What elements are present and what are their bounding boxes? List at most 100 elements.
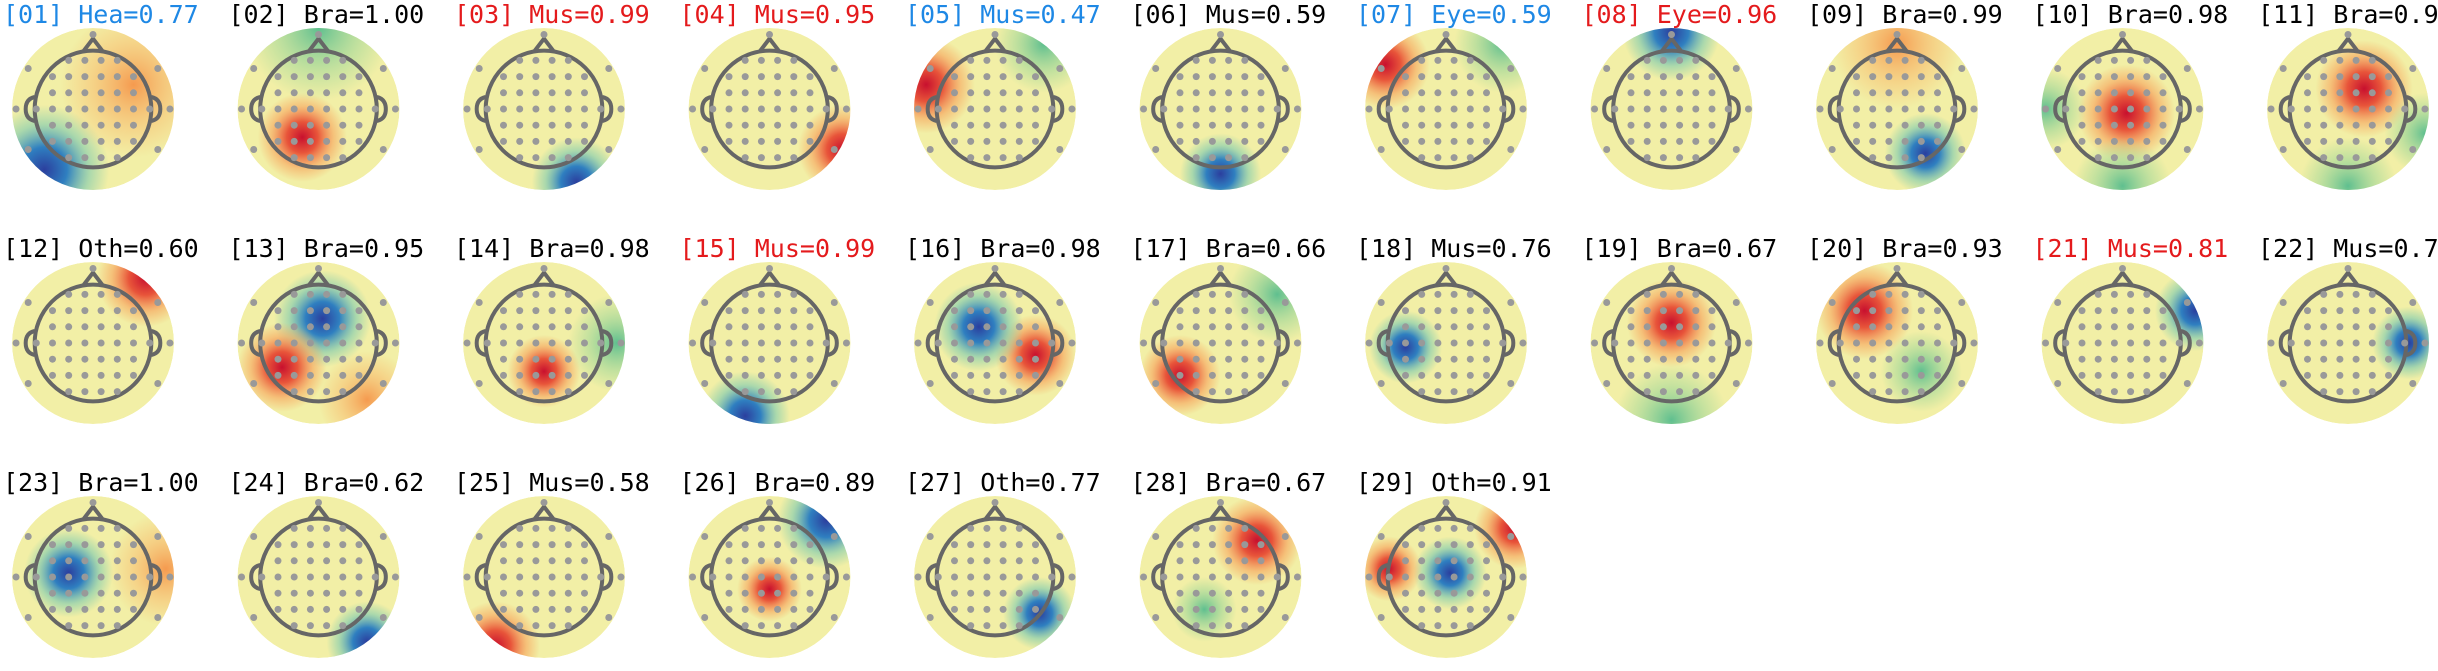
electrode: [1692, 73, 1700, 81]
electrode: [306, 121, 314, 129]
electrode: [290, 388, 298, 396]
electrode: [1627, 89, 1635, 97]
electrode: [1434, 307, 1442, 315]
topomap: [11] Bra=0.99: [2258, 0, 2438, 190]
electrode: [1483, 355, 1490, 363]
electrode: [830, 533, 838, 540]
electrode: [2336, 290, 2344, 298]
electrode: [49, 89, 56, 97]
electrode: [2320, 307, 2328, 315]
electrode: [999, 89, 1007, 97]
electrode: [790, 137, 798, 145]
electrode: [983, 339, 991, 347]
electrode: [701, 533, 709, 540]
electrode: [790, 105, 798, 113]
ear-right: [1278, 563, 1290, 591]
electrode: [130, 105, 137, 113]
electrode: [1643, 137, 1651, 145]
electrode: [2368, 105, 2376, 113]
electrode: [97, 137, 105, 145]
electrode: [1015, 339, 1023, 347]
electrode: [983, 307, 991, 315]
electrode: [983, 73, 991, 81]
electrode: [1643, 121, 1651, 129]
electrode: [65, 89, 73, 97]
ear-left: [474, 329, 487, 357]
electrode: [323, 622, 331, 630]
electrode: [1483, 605, 1490, 613]
electrode: [1402, 541, 1409, 549]
electrode: [548, 573, 556, 581]
electrode: [1659, 290, 1667, 298]
electrode: [323, 557, 331, 565]
electrode: [774, 573, 782, 581]
electrode: [1853, 105, 1860, 113]
electrode: [323, 121, 331, 129]
electrode: [725, 355, 733, 363]
electrode: [113, 355, 121, 363]
electrode: [1176, 323, 1184, 331]
electrode: [581, 371, 588, 379]
electrode: [12, 339, 20, 347]
ear-left: [474, 563, 487, 591]
electrode: [306, 105, 314, 113]
electrode: [371, 105, 379, 113]
electrode: [967, 573, 975, 581]
electrode: [1816, 105, 1824, 113]
electrode: [1708, 105, 1716, 113]
electrode: [1692, 137, 1700, 145]
electrode: [790, 605, 798, 613]
electrode: [914, 105, 922, 113]
electrode: [2078, 307, 2086, 315]
electrode: [2279, 380, 2287, 387]
electrode: [2352, 355, 2360, 363]
electrode: [2119, 30, 2126, 38]
electrode: [581, 355, 588, 363]
electrode: [1466, 73, 1474, 81]
electrode: [2054, 299, 2062, 306]
electrode: [1934, 105, 1941, 113]
electrode: [1208, 388, 1216, 396]
electrode: [1466, 290, 1474, 298]
electrode: [774, 323, 782, 331]
electrode: [1483, 339, 1490, 347]
electrode: [1160, 339, 1168, 347]
electrode: [306, 307, 314, 315]
electrode: [113, 154, 121, 162]
electrode: [1668, 30, 1675, 38]
electrode: [951, 137, 958, 145]
electrode: [757, 137, 765, 145]
map-blob: [1365, 28, 1430, 109]
electrode: [967, 622, 975, 630]
electrode: [790, 622, 798, 630]
electrode: [2336, 388, 2344, 396]
electrode: [1176, 339, 1184, 347]
electrode: [1643, 307, 1651, 315]
nose: [1659, 35, 1684, 53]
map-blob: [777, 496, 851, 569]
electrode: [315, 264, 322, 272]
electrode: [1950, 105, 1958, 113]
electrode: [2401, 105, 2409, 113]
electrode: [999, 154, 1007, 162]
electrode: [1241, 307, 1249, 315]
electrode: [532, 371, 540, 379]
electrode: [2127, 355, 2135, 363]
ear-left: [1602, 329, 1614, 357]
electrode: [1885, 105, 1893, 113]
electrode: [2159, 121, 2167, 129]
electrode: [1450, 137, 1458, 145]
electrode: [2183, 299, 2191, 306]
electrode: [2368, 371, 2376, 379]
electrode: [1466, 371, 1474, 379]
ear-right: [827, 95, 839, 123]
electrode: [774, 339, 782, 347]
electrode: [516, 355, 524, 363]
electrode: [1032, 323, 1039, 331]
electrode: [339, 388, 347, 396]
electrode: [315, 30, 322, 38]
electrode: [1627, 355, 1635, 363]
electrode: [2159, 339, 2167, 347]
electrode: [1934, 73, 1941, 81]
electrode: [532, 589, 540, 597]
